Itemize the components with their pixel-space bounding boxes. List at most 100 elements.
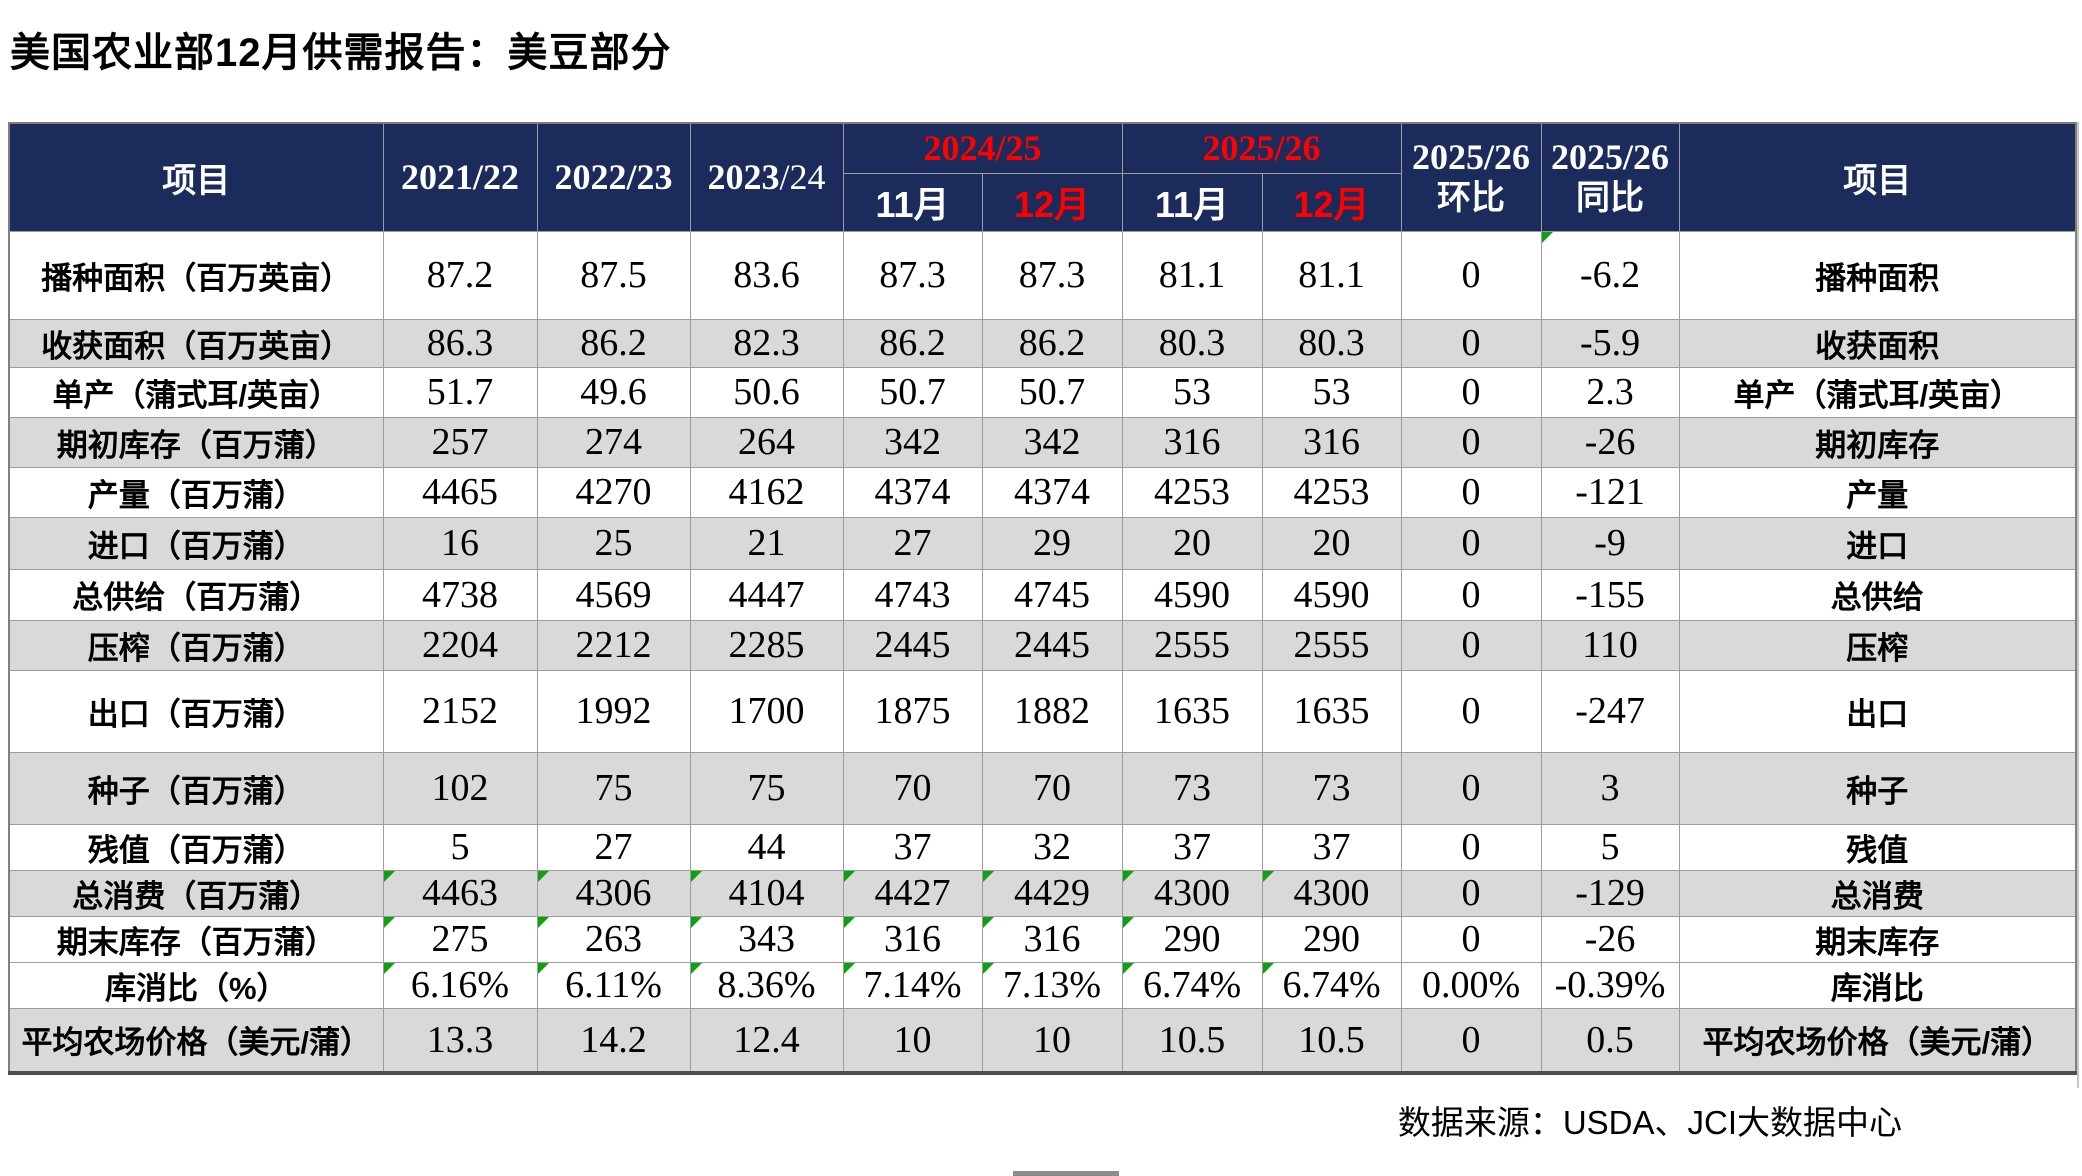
value-cell[interactable]: 7.14% [842,961,983,1009]
value-cell[interactable]: 73 [1261,751,1402,825]
value-cell[interactable]: 4162 [689,466,844,518]
value-cell[interactable]: 2555 [1261,619,1402,671]
mom-cell[interactable]: 0 [1400,366,1542,418]
row-label-left[interactable]: 期末库存（百万蒲） [8,915,384,963]
value-cell[interactable]: 13.3 [382,1007,538,1074]
row-label-right[interactable]: 播种面积 [1678,230,2077,320]
value-cell[interactable]: 4427 [842,869,983,917]
row-label-right[interactable]: 残值 [1678,823,2077,871]
row-label-right[interactable]: 种子 [1678,751,2077,825]
value-cell[interactable]: 102 [382,751,538,825]
value-cell[interactable]: 342 [842,416,983,468]
value-cell[interactable]: 21 [689,516,844,570]
value-cell[interactable]: 86.2 [842,318,983,368]
value-cell[interactable]: 2212 [536,619,691,671]
value-cell[interactable]: 27 [536,823,691,871]
row-label-left[interactable]: 收获面积（百万英亩） [8,318,384,368]
value-cell[interactable]: 87.3 [981,230,1123,320]
value-cell[interactable]: 7.13% [981,961,1123,1009]
value-cell[interactable]: 4447 [689,568,844,621]
value-cell[interactable]: 10 [842,1007,983,1074]
row-label-left[interactable]: 库消比（%） [8,961,384,1009]
mom-cell[interactable]: 0 [1400,619,1542,671]
value-cell[interactable]: 4738 [382,568,538,621]
yoy-cell[interactable]: -155 [1540,568,1680,621]
value-cell[interactable]: 53 [1261,366,1402,418]
mom-cell[interactable]: 0 [1400,1007,1542,1074]
value-cell[interactable]: 2445 [981,619,1123,671]
value-cell[interactable]: 4463 [382,869,538,917]
col-header-item-left[interactable]: 项目 [8,122,384,232]
col-group-2025-26[interactable]: 2025/26 [1121,122,1402,174]
value-cell[interactable]: 4429 [981,869,1123,917]
yoy-cell[interactable]: -26 [1540,915,1680,963]
value-cell[interactable]: 27 [842,516,983,570]
mom-cell[interactable]: 0 [1400,318,1542,368]
value-cell[interactable]: 20 [1121,516,1263,570]
row-label-right[interactable]: 期初库存 [1678,416,2077,468]
row-label-left[interactable]: 产量（百万蒲） [8,466,384,518]
row-label-right[interactable]: 产量 [1678,466,2077,518]
value-cell[interactable]: 44 [689,823,844,871]
value-cell[interactable]: 10 [981,1007,1123,1074]
row-label-left[interactable]: 播种面积（百万英亩） [8,230,384,320]
value-cell[interactable]: 50.6 [689,366,844,418]
value-cell[interactable]: 82.3 [689,318,844,368]
col-header-2022-23[interactable]: 2022/23 [536,122,691,232]
mom-cell[interactable]: 0 [1400,751,1542,825]
value-cell[interactable]: 5 [382,823,538,871]
row-label-left[interactable]: 期初库存（百万蒲） [8,416,384,468]
value-cell[interactable]: 12.4 [689,1007,844,1074]
yoy-cell[interactable]: -121 [1540,466,1680,518]
value-cell[interactable]: 275 [382,915,538,963]
row-label-left[interactable]: 总消费（百万蒲） [8,869,384,917]
row-label-right[interactable]: 期末库存 [1678,915,2077,963]
value-cell[interactable]: 83.6 [689,230,844,320]
yoy-cell[interactable]: -0.39% [1540,961,1680,1009]
value-cell[interactable]: 2152 [382,669,538,753]
value-cell[interactable]: 10.5 [1121,1007,1263,1074]
yoy-cell[interactable]: 0.5 [1540,1007,1680,1074]
row-label-left[interactable]: 压榨（百万蒲） [8,619,384,671]
value-cell[interactable]: 264 [689,416,844,468]
value-cell[interactable]: 4300 [1121,869,1263,917]
value-cell[interactable]: 37 [1261,823,1402,871]
value-cell[interactable]: 29 [981,516,1123,570]
value-cell[interactable]: 4300 [1261,869,1402,917]
yoy-cell[interactable]: -129 [1540,869,1680,917]
value-cell[interactable]: 343 [689,915,844,963]
value-cell[interactable]: 263 [536,915,691,963]
value-cell[interactable]: 1992 [536,669,691,753]
yoy-cell[interactable]: 110 [1540,619,1680,671]
col-header-2024-25-dec[interactable]: 12月 [981,172,1123,232]
value-cell[interactable]: 70 [842,751,983,825]
value-cell[interactable]: 1700 [689,669,844,753]
value-cell[interactable]: 257 [382,416,538,468]
row-label-left[interactable]: 单产（蒲式耳/英亩） [8,366,384,418]
value-cell[interactable]: 4374 [981,466,1123,518]
value-cell[interactable]: 53 [1121,366,1263,418]
value-cell[interactable]: 70 [981,751,1123,825]
value-cell[interactable]: 80.3 [1261,318,1402,368]
value-cell[interactable]: 86.2 [981,318,1123,368]
value-cell[interactable]: 73 [1121,751,1263,825]
col-header-yoy[interactable]: 2025/26 同比 [1540,122,1680,232]
value-cell[interactable]: 4465 [382,466,538,518]
value-cell[interactable]: 87.5 [536,230,691,320]
row-label-left[interactable]: 种子（百万蒲） [8,751,384,825]
row-label-right[interactable]: 出口 [1678,669,2077,753]
row-label-right[interactable]: 总供给 [1678,568,2077,621]
yoy-cell[interactable]: -6.2 [1540,230,1680,320]
value-cell[interactable]: 6.74% [1121,961,1263,1009]
value-cell[interactable]: 32 [981,823,1123,871]
value-cell[interactable]: 50.7 [981,366,1123,418]
yoy-cell[interactable]: 3 [1540,751,1680,825]
value-cell[interactable]: 14.2 [536,1007,691,1074]
value-cell[interactable]: 2555 [1121,619,1263,671]
col-header-2025-26-nov[interactable]: 11月 [1121,172,1263,232]
mom-cell[interactable]: 0 [1400,823,1542,871]
value-cell[interactable]: 37 [842,823,983,871]
value-cell[interactable]: 4253 [1121,466,1263,518]
row-label-left[interactable]: 总供给（百万蒲） [8,568,384,621]
yoy-cell[interactable]: -9 [1540,516,1680,570]
